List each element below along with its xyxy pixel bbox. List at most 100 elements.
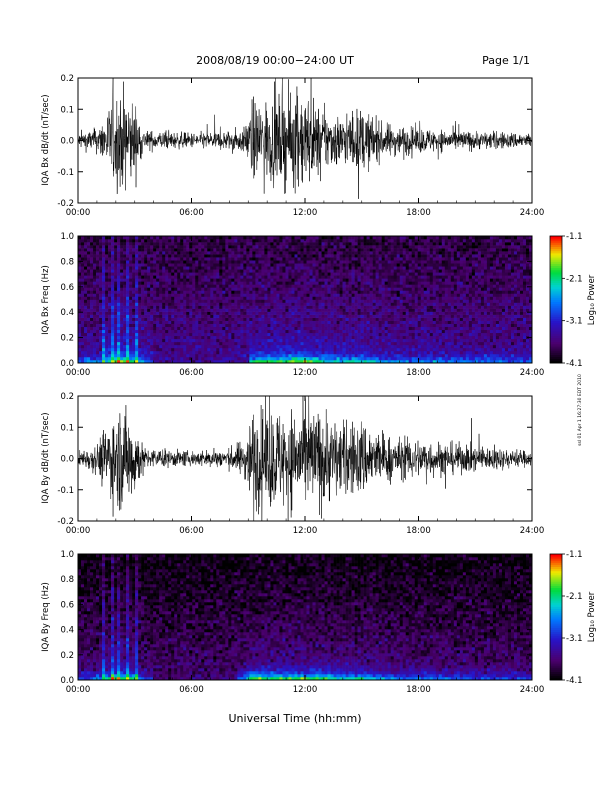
heatmap-cell (126, 254, 130, 258)
heatmap-cell (297, 299, 301, 303)
heatmap-cell (216, 290, 220, 294)
heatmap-cell (162, 335, 166, 340)
heatmap-cell (411, 272, 416, 276)
heatmap-cell (90, 290, 94, 294)
heatmap-cell (330, 284, 334, 288)
heatmap-cell (165, 320, 169, 324)
heatmap-cell (183, 266, 187, 270)
heatmap-cell (90, 296, 94, 300)
heatmap-cell (408, 323, 413, 328)
heatmap-cell (285, 245, 289, 249)
heatmap-cell (315, 311, 319, 315)
heatmap-cell (267, 263, 271, 267)
heatmap-cell (378, 359, 382, 364)
heatmap-cell (345, 341, 349, 346)
heatmap-cell (279, 272, 283, 276)
heatmap-cell (303, 293, 307, 297)
heatmap-cell (270, 254, 274, 258)
heatmap-cell (393, 248, 398, 252)
heatmap-cell (387, 263, 391, 267)
heatmap-cell (240, 347, 244, 352)
heatmap-cell (210, 245, 214, 249)
heatmap-cell (111, 308, 115, 312)
heatmap-cell (294, 332, 298, 337)
heatmap-cell (249, 239, 253, 243)
heatmap-cell (174, 269, 178, 273)
heatmap-cell (159, 266, 163, 270)
heatmap-cell (417, 275, 422, 279)
heatmap-cell (156, 281, 160, 285)
heatmap-cell (129, 266, 133, 270)
heatmap-cell (138, 326, 142, 331)
heatmap-cell (243, 314, 247, 318)
heatmap-cell (213, 350, 217, 355)
heatmap-cell (267, 284, 271, 288)
heatmap-cell (369, 296, 373, 300)
heatmap-cell (195, 236, 199, 240)
heatmap-cell (423, 338, 428, 343)
heatmap-cell (330, 320, 334, 324)
heatmap-cell (213, 254, 217, 258)
heatmap-cell (360, 356, 364, 361)
heatmap-cell (249, 269, 253, 273)
heatmap-cell (282, 272, 286, 276)
heatmap-cell (180, 308, 184, 312)
heatmap-cell (288, 359, 292, 364)
heatmap-cell (81, 356, 85, 361)
heatmap-cell (378, 251, 382, 255)
heatmap-cell (96, 293, 100, 297)
heatmap-cell (297, 302, 301, 306)
heatmap-cell (108, 320, 112, 324)
heatmap-cell (189, 344, 193, 349)
heatmap-cell (210, 350, 214, 355)
heatmap-cell (426, 290, 431, 294)
heatmap-cell (183, 335, 187, 340)
heatmap-cell (366, 263, 370, 267)
heatmap-cell (129, 350, 133, 355)
heatmap-cell (423, 332, 428, 337)
heatmap-cell (354, 296, 358, 300)
heatmap-cell (93, 263, 97, 267)
heatmap-cell (378, 284, 382, 288)
heatmap-cell (138, 308, 142, 312)
heatmap-cell (387, 320, 391, 324)
heatmap-cell (411, 275, 416, 279)
heatmap-cell (252, 287, 256, 291)
heatmap-cell (195, 254, 199, 258)
heatmap-cell (198, 353, 202, 358)
heatmap-cell (324, 335, 328, 340)
heatmap-cell (357, 326, 361, 331)
heatmap-cell (138, 344, 142, 349)
heatmap-cell (234, 305, 238, 309)
heatmap-cell (180, 347, 184, 352)
heatmap-cell (225, 272, 229, 276)
heatmap-cell (165, 326, 169, 331)
heatmap-cell (291, 329, 295, 334)
heatmap-cell (261, 338, 265, 343)
heatmap-cell (270, 299, 274, 303)
heatmap-cell (267, 269, 271, 273)
heatmap-cell (402, 326, 407, 331)
heatmap-cell (183, 311, 187, 315)
heatmap-cell (258, 308, 262, 312)
heatmap-cell (330, 236, 334, 240)
heatmap-cell (279, 296, 283, 300)
heatmap-cell (336, 263, 340, 267)
heatmap-cell (243, 266, 247, 270)
heatmap-cell (150, 338, 154, 343)
heatmap-cell (423, 311, 428, 315)
heatmap-cell (120, 281, 124, 285)
heatmap-cell (147, 290, 151, 294)
heatmap-cell (192, 266, 196, 270)
heatmap-cell (423, 335, 428, 340)
heatmap-cell (87, 272, 91, 276)
heatmap-cell (78, 344, 82, 349)
heatmap-cell (219, 311, 223, 315)
heatmap-cell (390, 311, 394, 315)
heatmap-cell (333, 260, 337, 264)
heatmap-cell (126, 308, 130, 312)
heatmap-cell (111, 284, 115, 288)
heatmap-cell (102, 236, 106, 240)
heatmap-cell (150, 275, 154, 279)
heatmap-cell (408, 275, 413, 279)
